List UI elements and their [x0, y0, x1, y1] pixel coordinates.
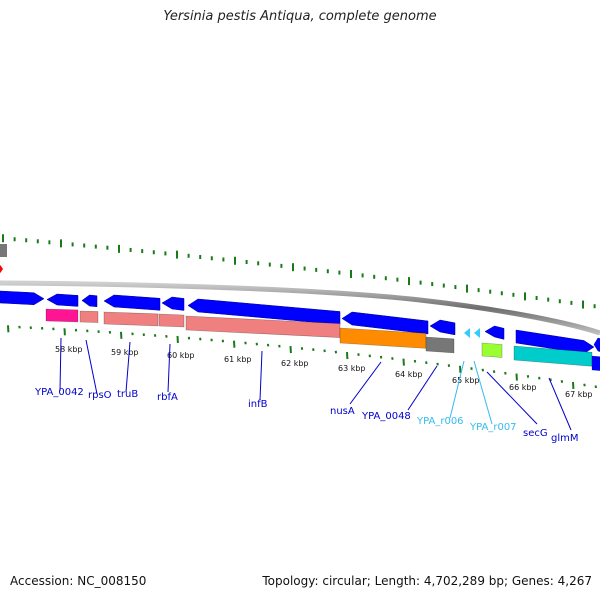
feature-pink-1: [79, 310, 99, 323]
genome-title: Yersinia pestis Antiqua, complete genome: [163, 9, 437, 24]
kbp-label: 63 kbp: [338, 364, 366, 373]
gene-leader-line: [449, 360, 465, 419]
kbp-label: 60 kbp: [167, 351, 195, 360]
kbp-label: 59 kbp: [111, 348, 139, 357]
gene-leader-line: [125, 341, 131, 393]
feature-track: [45, 308, 600, 371]
trna-chevron-1: [464, 328, 470, 338]
gene-label: YPA_0042: [34, 387, 84, 398]
inner-tick-ring: [7, 325, 597, 390]
gene-leader-line: [473, 360, 493, 425]
gene-label: nusA: [330, 406, 355, 417]
outer-tick-ring: [2, 234, 596, 309]
kbp-label: 65 kbp: [452, 376, 480, 385]
gene-leader-line: [407, 365, 438, 411]
cds-arrow-secG: [484, 325, 505, 340]
cds-arrow-nusA: [341, 311, 429, 335]
gene-label: glmM: [551, 433, 579, 444]
kbp-label: 67 kbp: [565, 390, 593, 399]
genome-backbone: [0, 280, 600, 336]
cds-arrow-2: [46, 293, 79, 307]
gene-leader-line: [85, 339, 98, 395]
kbp-label: 62 kbp: [281, 359, 309, 368]
kbp-label: 66 kbp: [509, 383, 537, 392]
genome-summary: Topology: circular; Length: 4,702,289 bp…: [262, 574, 592, 588]
gene-label: rpsO: [88, 390, 112, 401]
kbp-label: 64 kbp: [395, 370, 423, 379]
cds-arrow-5: [161, 296, 185, 311]
gene-label: infB: [248, 399, 268, 410]
cds-arrow-YPA_0048: [429, 319, 456, 336]
feature-gray-outer: [0, 244, 7, 257]
cds-arrow-1: [0, 290, 45, 305]
feature-gray: [425, 336, 455, 354]
gene-leader-line: [548, 377, 572, 431]
gene-label: YPA_0048: [361, 411, 411, 422]
kbp-labels: 58 kbp 59 kbp 60 kbp 61 kbp 62 kbp 63 kbp 64 k…: [55, 345, 593, 399]
feature-blue-edge: [591, 355, 600, 371]
trna-chevron-2: [474, 328, 480, 338]
gene-label: rbfA: [157, 392, 178, 403]
feature-magenta: [45, 308, 79, 323]
feature-pink-3: [158, 313, 185, 328]
cds-track: [0, 290, 600, 354]
accession-label: Accession: NC_008150: [10, 574, 147, 588]
feature-pink-2: [103, 311, 159, 327]
kbp-label: 58 kbp: [55, 345, 83, 354]
gene-label: YPA_r007: [469, 422, 517, 433]
cds-arrow-glmM: [515, 329, 595, 354]
gene-labels: YPA_0042 rpsO truB rbfA infB nusA YPA_0048 YPA_…: [34, 337, 579, 444]
gene-label: YPA_r006: [416, 416, 464, 427]
feature-lime: [481, 342, 503, 358]
cds-arrow-edge: [593, 337, 600, 352]
gene-label: secG: [523, 428, 548, 439]
gene-leader-line: [259, 350, 263, 401]
cds-arrow-3: [81, 294, 98, 308]
gene-leader-line: [59, 337, 62, 392]
gene-label: truB: [117, 389, 138, 400]
feature-red-marker: [0, 264, 3, 274]
cds-arrow-4: [103, 294, 161, 311]
gene-leader-line: [167, 343, 171, 393]
cds-arrow-infB: [187, 298, 341, 325]
outer-feature-track: [0, 244, 7, 274]
gene-leader-line: [486, 371, 538, 425]
kbp-label: 61 kbp: [224, 355, 252, 364]
gene-leader-line: [349, 361, 382, 405]
